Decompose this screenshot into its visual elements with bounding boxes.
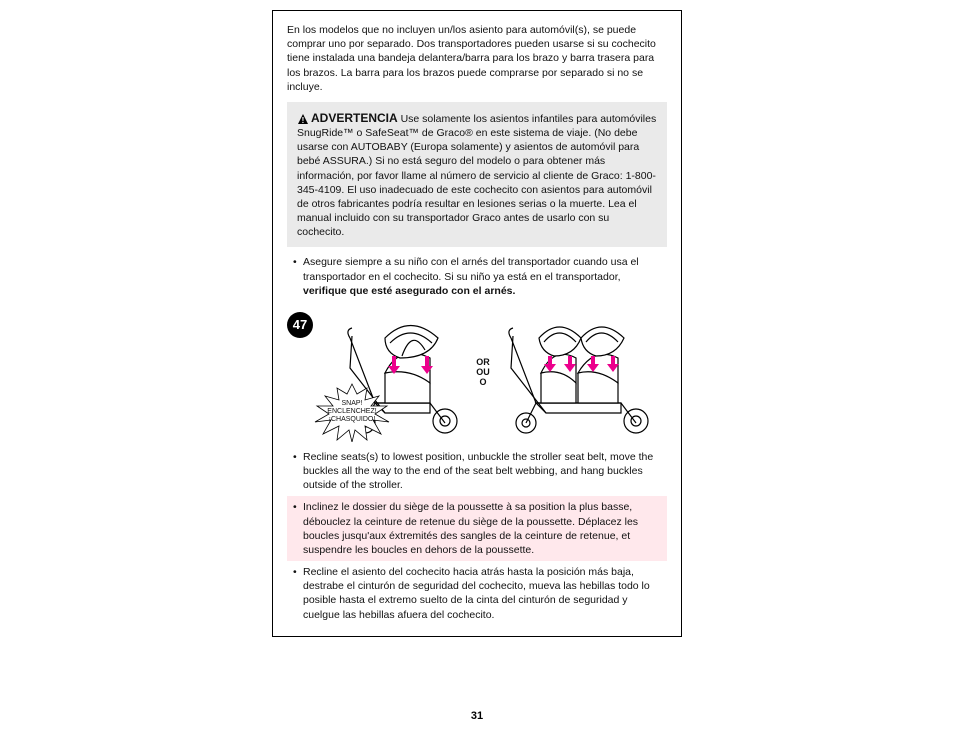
- instruction-en: • Recline seats(s) to lowest position, u…: [287, 450, 667, 493]
- warning-box: ! ADVERTENCIA Use solamente los asientos…: [287, 102, 667, 248]
- instruction-es: • Recline el asiento del cochecito hacia…: [287, 565, 667, 622]
- instruction-fr: • Inclinez le dossier du siège de la pou…: [287, 496, 667, 561]
- page-number: 31: [471, 710, 483, 722]
- manual-page: En los modelos que no incluyen un/los as…: [272, 10, 682, 637]
- warning-body: Use solamente los asientos infantiles pa…: [297, 113, 656, 238]
- intro-text: En los modelos que no incluyen un/los as…: [287, 23, 667, 94]
- warning-triangle-icon: !: [297, 113, 309, 125]
- or-es: O: [476, 378, 490, 388]
- burst-l1: SNAP!: [327, 400, 376, 408]
- bullet-dot-icon: •: [293, 450, 303, 493]
- step-number-badge: 47: [287, 312, 313, 338]
- warning-title: ADVERTENCIA: [311, 111, 398, 125]
- bullet-dot-icon: •: [293, 565, 303, 622]
- svg-text:!: !: [302, 116, 305, 125]
- burst-l2: ENCLENCHEZ!: [327, 408, 376, 416]
- snap-burst: SNAP! ENCLENCHEZ! ¡CHASQUIDO!: [307, 382, 397, 442]
- or-separator: OR OU O: [476, 358, 490, 388]
- instr-en-text: Recline seats(s) to lowest position, unb…: [303, 450, 667, 493]
- bullet-harness: • Asegure siempre a su niño con el arnés…: [287, 255, 667, 298]
- bullet-lead: Asegure siempre a su niño con el arnés d…: [303, 256, 639, 282]
- step-illustration-row: 47: [287, 308, 667, 438]
- instr-es-text: Recline el asiento del cochecito hacia a…: [303, 565, 667, 622]
- burst-l3: ¡CHASQUIDO!: [327, 416, 376, 424]
- instr-fr-text: Inclinez le dossier du siège de la pouss…: [303, 500, 661, 557]
- bullet-bold: verifique que esté asegurado con el arné…: [303, 285, 515, 297]
- bullet-dot-icon: •: [293, 500, 303, 557]
- stroller-double-icon: [496, 308, 656, 438]
- bullet-dot-icon: •: [293, 255, 303, 298]
